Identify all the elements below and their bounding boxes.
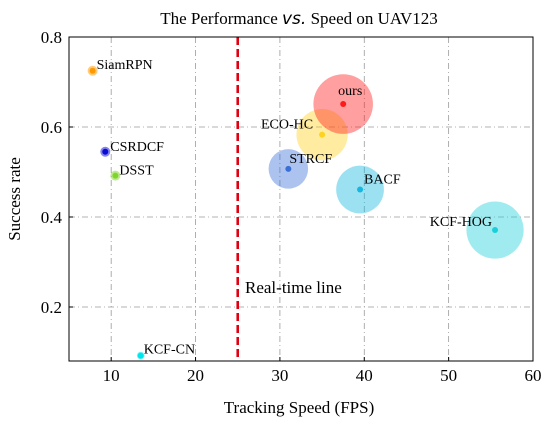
point-eco-hc <box>319 131 326 138</box>
point-label-bacf: BACF <box>364 173 401 188</box>
point-kcf-cn <box>137 352 144 359</box>
y-axis-label: Success rate <box>5 157 24 241</box>
point-bacf <box>357 186 364 193</box>
plot-frame <box>68 36 534 362</box>
point-kcf-hog <box>492 227 499 234</box>
plot-frame-layer <box>68 36 534 362</box>
point-label-csrdcf: CSRDCF <box>110 140 164 155</box>
y-tick-label: 0.8 <box>41 28 62 47</box>
point-label-kcf-hog: KCF-HOG <box>430 215 492 230</box>
point-layer: SiamRPN CSRDCF DSST KCF-CN ECO-HC ours STRCF BA… <box>87 58 524 360</box>
x-tick-label: 20 <box>187 366 204 385</box>
point-label-siamrpn: SiamRPN <box>97 58 153 73</box>
point-ours <box>340 101 347 108</box>
y-tick-label: 0.2 <box>41 298 62 317</box>
x-tick-label: 30 <box>271 366 288 385</box>
point-strcf <box>285 165 292 172</box>
point-siamrpn <box>89 67 96 74</box>
x-tick-label: 10 <box>103 366 120 385</box>
realtime-line-label: Real-time line <box>245 278 342 297</box>
y-tick-label: 0.4 <box>41 208 63 227</box>
chart-title-vs: vs. <box>282 9 306 29</box>
point-label-ours: ours <box>338 84 362 99</box>
point-dsst <box>112 172 119 179</box>
x-tick-label: 50 <box>440 366 457 385</box>
point-label-strcf: STRCF <box>289 152 332 167</box>
point-csrdcf <box>102 148 109 155</box>
x-axis-label: Tracking Speed (FPS) <box>224 398 375 417</box>
y-tick-label: 0.6 <box>41 118 62 137</box>
point-label-eco-hc: ECO-HC <box>261 118 313 133</box>
grid-layer <box>69 37 533 361</box>
chart-title: The Performance vs. Speed on UAV123 <box>160 9 438 29</box>
tick-layer: 10 20 30 40 50 60 0.2 0.4 0.6 0.8 <box>41 28 542 385</box>
chart-title-pre: The Performance <box>160 9 282 28</box>
chart-title-post: Speed on UAV123 <box>311 9 438 28</box>
point-label-kcf-cn: KCF-CN <box>144 343 195 358</box>
x-tick-label: 40 <box>356 366 373 385</box>
point-label-dsst: DSST <box>119 164 154 179</box>
x-tick-label: 60 <box>525 366 542 385</box>
